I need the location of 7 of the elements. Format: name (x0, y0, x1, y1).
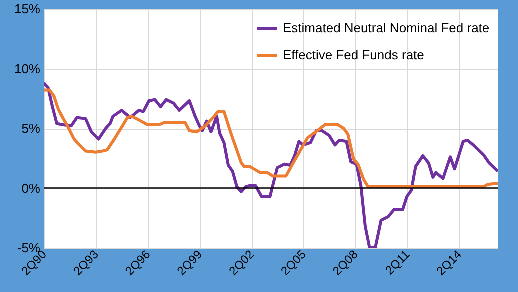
y-tick-label: 5% (22, 121, 41, 136)
y-tick-label: 10% (14, 61, 41, 76)
legend-label: Estimated Neutral Nominal Fed rate (283, 20, 490, 36)
legend-label: Effective Fed Funds rate (283, 48, 424, 62)
y-tick-label: 15% (14, 2, 41, 16)
line-series (44, 88, 498, 189)
y-tick-label: 0% (22, 180, 41, 196)
